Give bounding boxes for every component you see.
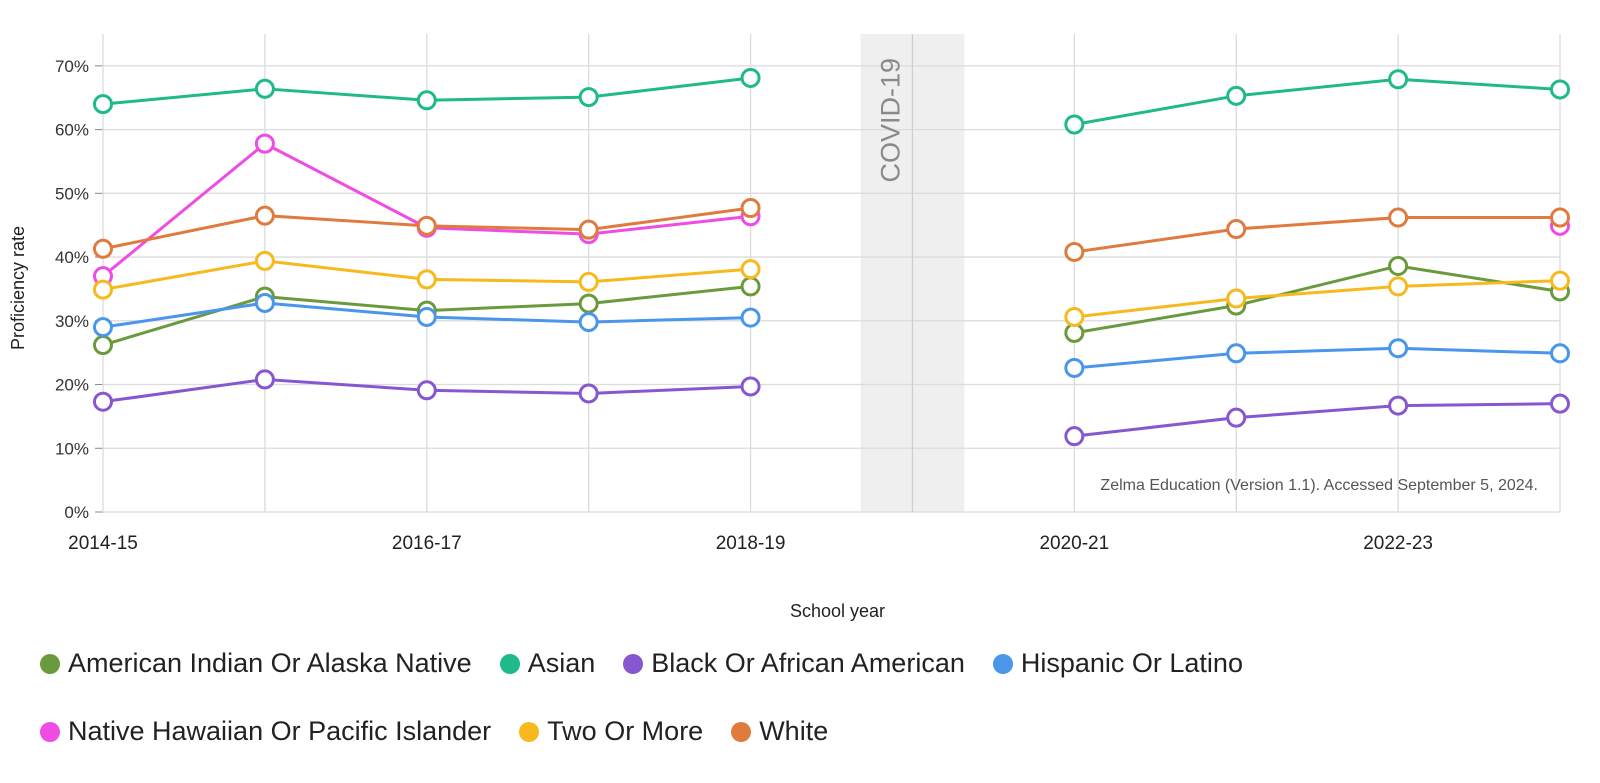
y-tick-label: 50% <box>55 184 89 203</box>
data-point <box>740 67 761 88</box>
series-line <box>1074 279 1561 319</box>
data-point <box>578 383 599 404</box>
legend-row-1: American Indian Or Alaska Native Asian Bla… <box>40 648 1243 679</box>
legend-swatch <box>40 721 60 742</box>
series-line <box>1074 402 1561 438</box>
data-point <box>1226 407 1247 428</box>
legend-item[interactable]: Black Or African American <box>623 648 965 679</box>
data-point <box>254 205 275 226</box>
data-point <box>93 94 113 115</box>
data-point <box>1226 343 1247 364</box>
data-point <box>740 197 761 218</box>
data-point <box>1064 426 1085 447</box>
legend-label: Native Hawaiian Or Pacific Islander <box>68 716 492 746</box>
data-point <box>1064 306 1085 327</box>
legend-row-2: Native Hawaiian Or Pacific Islander Two O… <box>40 716 828 747</box>
legend-swatch <box>499 653 520 674</box>
legend-item[interactable]: Two Or More <box>519 716 703 747</box>
y-axis-label: Proficiency rate <box>8 226 28 350</box>
data-point <box>416 215 437 236</box>
x-tick-label: 2016-17 <box>392 533 462 554</box>
data-point <box>578 312 599 333</box>
data-point <box>416 380 437 401</box>
data-point <box>416 90 437 111</box>
data-point <box>1226 288 1247 309</box>
legend-swatch <box>40 653 60 674</box>
data-point <box>416 306 437 327</box>
data-point <box>254 292 275 313</box>
y-tick-label: 40% <box>55 248 89 267</box>
series-line <box>1074 346 1561 370</box>
data-point <box>1550 343 1570 364</box>
legend-label: Two Or More <box>547 716 704 746</box>
legend-label: White <box>759 716 829 746</box>
legend-label: American Indian Or Alaska Native <box>68 648 472 678</box>
data-point <box>1226 85 1247 106</box>
source-annotation: Zelma Education (Version 1.1). Accessed … <box>1100 477 1538 494</box>
legend-item[interactable]: Asian <box>499 648 596 679</box>
data-point <box>93 279 113 300</box>
covid-label: COVID-19 <box>875 58 905 183</box>
legend-item[interactable]: Native Hawaiian Or Pacific Islander <box>40 716 491 747</box>
x-axis-label: School year <box>790 601 885 621</box>
data-point <box>1550 79 1570 100</box>
data-point <box>1388 338 1409 359</box>
series-line <box>1074 77 1561 126</box>
legend-swatch <box>992 653 1013 674</box>
series-line <box>1074 216 1560 254</box>
data-point <box>1550 393 1570 414</box>
series-line <box>1074 264 1561 335</box>
data-point <box>578 271 599 292</box>
legend-swatch <box>519 721 540 742</box>
y-tick-label: 10% <box>55 439 89 458</box>
y-tick-label: 20% <box>55 376 89 395</box>
data-point <box>1388 207 1409 228</box>
data-point <box>93 335 113 356</box>
data-point <box>578 219 599 240</box>
data-point <box>1388 276 1409 297</box>
legend-swatch <box>623 653 644 674</box>
data-point <box>1388 395 1409 416</box>
y-tick-label: 30% <box>55 312 89 331</box>
data-point <box>254 369 275 390</box>
data-point <box>93 317 113 338</box>
x-tick-label: 2022-23 <box>1363 533 1433 554</box>
data-point <box>1388 69 1409 90</box>
data-point <box>740 307 761 328</box>
legend-label: Asian <box>527 648 596 678</box>
data-point <box>254 133 275 154</box>
data-point <box>416 269 437 290</box>
data-point <box>1064 114 1085 135</box>
data-point <box>578 293 599 314</box>
x-tick-label: 2014-15 <box>68 533 138 554</box>
data-point <box>1064 241 1085 262</box>
legend-item[interactable]: Hispanic Or Latino <box>992 648 1243 679</box>
y-tick-label: 70% <box>55 57 89 76</box>
y-tick-label: 60% <box>55 121 89 140</box>
y-tick-label: 0% <box>64 503 89 522</box>
data-point <box>1550 207 1570 228</box>
x-tick-label: 2018-19 <box>716 533 786 554</box>
x-tick-label: 2020-21 <box>1039 533 1109 554</box>
legend-item[interactable]: White <box>731 716 828 747</box>
data-point <box>93 238 113 259</box>
data-point <box>1064 357 1085 378</box>
data-point <box>578 87 599 108</box>
data-point <box>254 78 275 99</box>
data-point <box>254 250 275 271</box>
legend-label: Hispanic Or Latino <box>1020 648 1243 678</box>
data-point <box>1388 255 1409 276</box>
data-point <box>1550 270 1570 291</box>
data-point <box>93 391 113 412</box>
legend-item[interactable]: American Indian Or Alaska Native <box>40 648 472 679</box>
chart-svg: 0% 10% 20% 30% 40% 50% 60% 70% 2014-15 2016-17 201… <box>8 34 1570 621</box>
data-point <box>740 376 761 397</box>
legend-label: Black Or African American <box>651 648 965 678</box>
data-point <box>740 259 761 280</box>
data-point <box>740 276 761 297</box>
data-point <box>1226 219 1247 240</box>
legend-swatch <box>731 721 752 742</box>
